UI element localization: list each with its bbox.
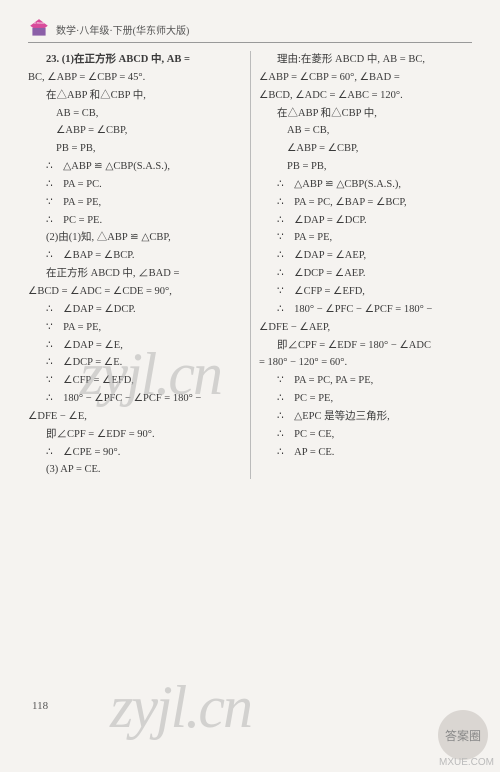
svg-text:SCHOOL: SCHOOL — [33, 22, 44, 25]
text-line: ∠DFE − ∠E, — [28, 408, 242, 426]
header-title: 数学·八年级·下册(华东师大版) — [56, 22, 189, 37]
text-line: 在△ABP 和△CBP 中, — [28, 87, 242, 105]
text-line: ∴ PC = CE, — [259, 426, 472, 444]
text-line: ∠BCD, ∠ADC = ∠ABC = 120°. — [259, 87, 472, 105]
text-line: ∴ PA = PC. — [28, 176, 242, 194]
text-line: ∴ ∠DAP = ∠DCP. — [28, 301, 242, 319]
text-line: ∴ 180° − ∠PFC − ∠PCF = 180° − — [28, 390, 242, 408]
text-line: ∴ ∠DAP = ∠AEP, — [259, 247, 472, 265]
text-line: ∠ABP = ∠CBP = 60°, ∠BAD = — [259, 69, 472, 87]
text-line: ∵ PA = PE, — [259, 229, 472, 247]
text-line: ∴ ∠DCP = ∠AEP. — [259, 265, 472, 283]
corner-text: MXUE.COM — [439, 757, 494, 768]
text-line: ∠ABP = ∠CBP, — [28, 122, 242, 140]
text-line: 即∠CPF = ∠EDF = 90°. — [28, 426, 242, 444]
text-line: ∴ ∠CPE = 90°. — [28, 444, 242, 462]
text-line: = 180° − 120° = 60°. — [259, 354, 472, 372]
text-line: ∴ 180° − ∠PFC − ∠PCF = 180° − — [259, 301, 472, 319]
school-logo-icon: SCHOOL — [28, 18, 50, 40]
text-line: PB = PB, — [259, 158, 472, 176]
text-line: BC, ∠ABP = ∠CBP = 45°. — [28, 69, 242, 87]
text-line: ∴ PA = PC, ∠BAP = ∠BCP, — [259, 194, 472, 212]
watermark: zyjl.cn — [110, 673, 251, 742]
text-line: 在△ABP 和△CBP 中, — [259, 105, 472, 123]
text-line: ∵ ∠CFP = ∠EFD, — [259, 283, 472, 301]
page-number: 118 — [32, 700, 48, 712]
text-line: ∴ ∠DCP = ∠E. — [28, 354, 242, 372]
text-line: ∵ ∠CFP = ∠EFD, — [28, 372, 242, 390]
text-line: ∴ PC = PE, — [259, 390, 472, 408]
corner-badge: 答案圈 — [438, 710, 488, 760]
page-header: SCHOOL 数学·八年级·下册(华东师大版) — [28, 18, 472, 43]
text-line: ∴ ∠DAP = ∠DCP. — [259, 212, 472, 230]
text-line: ∵ PA = PE, — [28, 319, 242, 337]
text-line: ∴ AP = CE. — [259, 444, 472, 462]
text-line: ∴ △ABP ≌ △CBP(S.A.S.), — [259, 176, 472, 194]
text-line: PB = PB, — [28, 140, 242, 158]
text-line: ∠BCD = ∠ADC = ∠CDE = 90°, — [28, 283, 242, 301]
text-line: ∵ PA = PE, — [28, 194, 242, 212]
right-column: 理由:在菱形 ABCD 中, AB = BC, ∠ABP = ∠CBP = 60… — [250, 51, 472, 479]
text-line: ∴ △ABP ≌ △CBP(S.A.S.), — [28, 158, 242, 176]
text-line: (3) AP = CE. — [28, 461, 242, 479]
text-line: ∵ PA = PC, PA = PE, — [259, 372, 472, 390]
text-line: ∴ ∠DAP = ∠E, — [28, 337, 242, 355]
text-line: ∴ △EPC 是等边三角形, — [259, 408, 472, 426]
text-line: AB = CB, — [28, 105, 242, 123]
text-line: 在正方形 ABCD 中, ∠BAD = — [28, 265, 242, 283]
text-line: 即∠CPF = ∠EDF = 180° − ∠ADC — [259, 337, 472, 355]
text-line: 23. (1)在正方形 ABCD 中, AB = — [28, 51, 242, 69]
text-line: 理由:在菱形 ABCD 中, AB = BC, — [259, 51, 472, 69]
text-line: ∠ABP = ∠CBP, — [259, 140, 472, 158]
left-column: 23. (1)在正方形 ABCD 中, AB = BC, ∠ABP = ∠CBP… — [28, 51, 250, 479]
text-line: AB = CB, — [259, 122, 472, 140]
content-columns: 23. (1)在正方形 ABCD 中, AB = BC, ∠ABP = ∠CBP… — [28, 51, 472, 479]
text-line: ∠DFE − ∠AEP, — [259, 319, 472, 337]
text-line: ∴ ∠BAP = ∠BCP. — [28, 247, 242, 265]
text-line: (2)由(1)知, △ABP ≌ △CBP, — [28, 229, 242, 247]
text-line: ∴ PC = PE. — [28, 212, 242, 230]
